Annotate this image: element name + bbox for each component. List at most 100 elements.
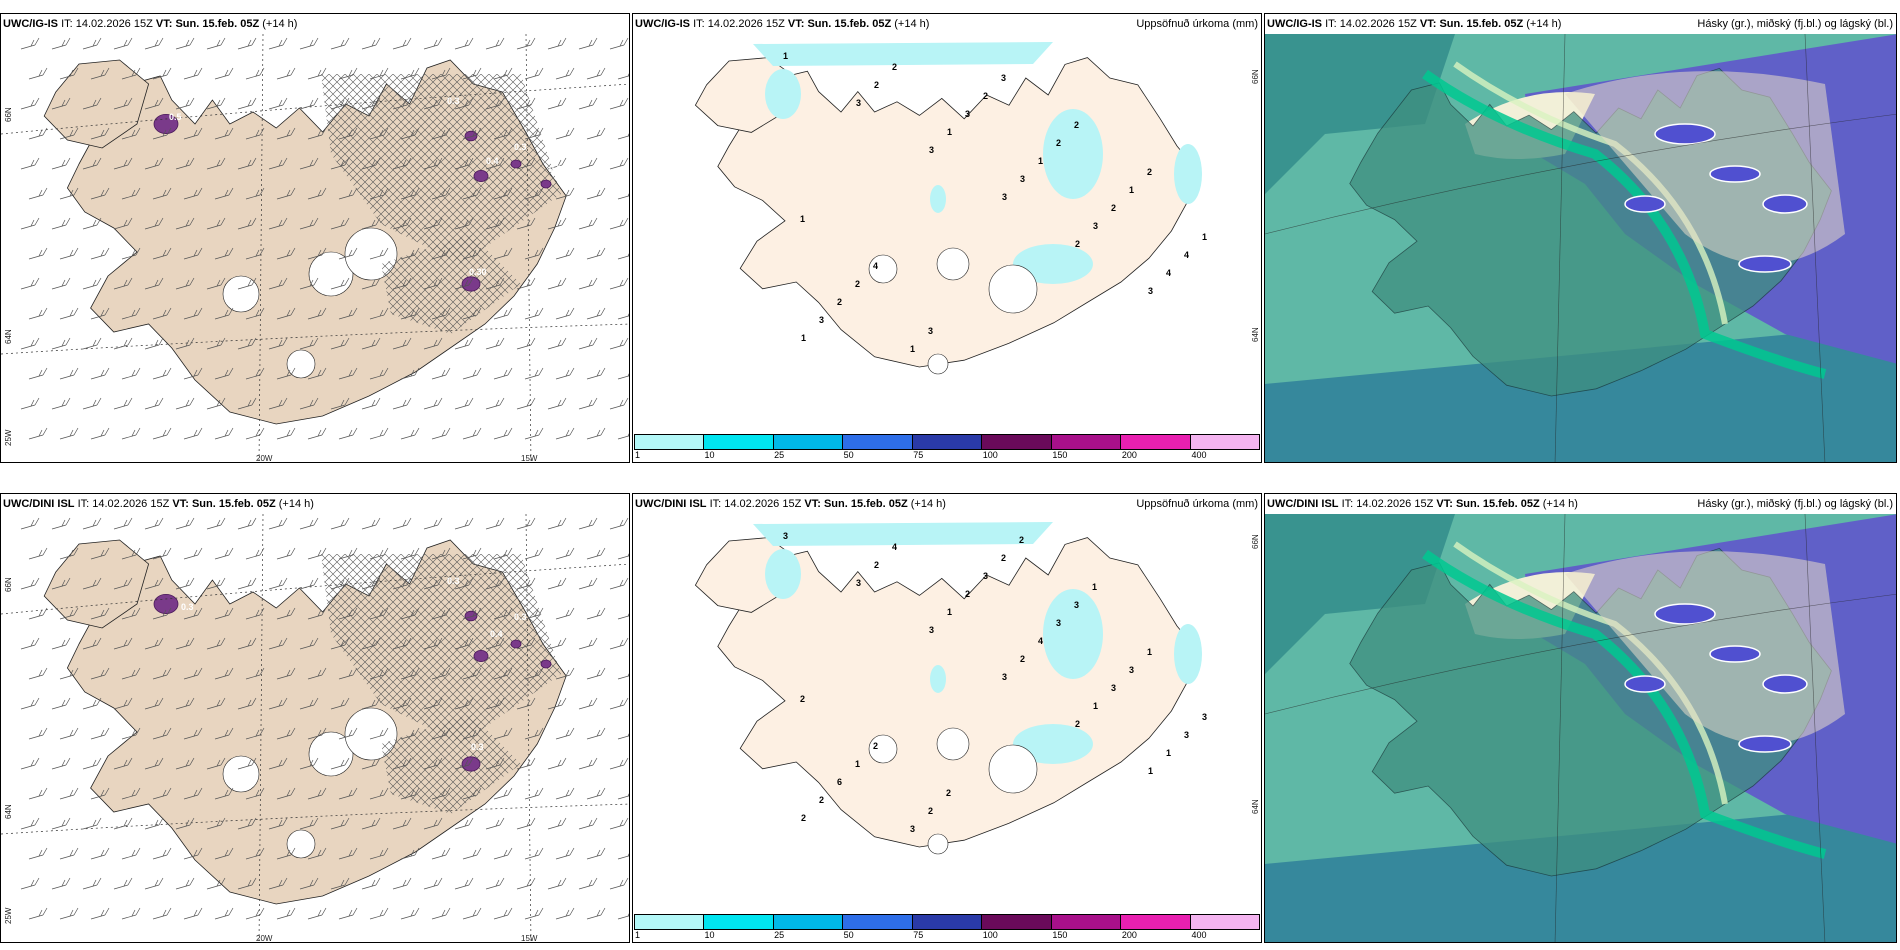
precip-value-label: 1 xyxy=(783,51,788,61)
colorbar-segment xyxy=(773,915,844,929)
panel-header: UWC/IG-IS IT: 14.02.2026 15Z VT: Sun. 15… xyxy=(633,14,1261,34)
wind-panel-row2: UWC/DINI ISL IT: 14.02.2026 15Z VT: Sun.… xyxy=(0,493,630,943)
cloud-panel-row1: UWC/IG-IS IT: 14.02.2026 15Z VT: Sun. 15… xyxy=(1264,13,1897,463)
precip-value-label: 4 xyxy=(1166,268,1171,278)
colorbar-tick-label: 10 xyxy=(704,930,715,940)
lat-label-66n: 66N xyxy=(1251,69,1260,84)
colorbar-segment xyxy=(1051,435,1122,449)
colorbar-bar xyxy=(634,914,1260,930)
precip-value-label: 1 xyxy=(1092,582,1097,592)
colorbar-tick-label: 200 xyxy=(1121,930,1137,940)
precip-value-label: 1 xyxy=(1202,232,1207,242)
precip-value-label: 1 xyxy=(800,214,805,224)
precip-value-label: 3 xyxy=(856,578,861,588)
colorbar-tick-label: 150 xyxy=(1052,930,1068,940)
precip-value-label: 2 xyxy=(819,795,824,805)
precip-value-label: 3 xyxy=(1111,683,1116,693)
precip-value-label: 1 xyxy=(1129,185,1134,195)
precip-value-label: 1 xyxy=(1038,156,1043,166)
panel-header: UWC/IG-IS IT: 14.02.2026 15Z VT: Sun. 15… xyxy=(1,14,629,34)
precip-value-label: 2 xyxy=(1056,138,1061,148)
precip-value-label: 2 xyxy=(800,694,805,704)
precip-value-label: 2 xyxy=(1019,535,1024,545)
colorbar-tick-label: 75 xyxy=(913,450,924,460)
precip-value-label: 2 xyxy=(1001,553,1006,563)
precip-value-label: 3 xyxy=(983,571,988,581)
colorbar-segment xyxy=(982,435,1052,449)
panel-title: Uppsöfnuð úrkoma (mm) xyxy=(1132,494,1258,514)
model-name: UWC/IG-IS xyxy=(1267,18,1322,30)
precip-value-label: 1 xyxy=(947,127,952,137)
precip-value-label: 1 xyxy=(910,344,915,354)
lat-label-66n: 66N xyxy=(4,107,13,122)
precip-value-label: 2 xyxy=(1075,719,1080,729)
colorbar-segment xyxy=(1121,435,1191,449)
vt-label: VT: xyxy=(1436,498,1453,510)
precip-value-label: 1 xyxy=(947,607,952,617)
colorbar-tick-label: 400 xyxy=(1191,930,1207,940)
precip-value-label: 3 xyxy=(1001,73,1006,83)
lat-label-64n: 64N xyxy=(1251,799,1260,814)
precip-value-label: 3 xyxy=(1002,672,1007,682)
precip-value-label: 2 xyxy=(1075,239,1080,249)
vt-value: Sun. 15.feb. 05Z xyxy=(1439,18,1524,30)
vt-label: VT: xyxy=(155,18,173,30)
precip-value-label: 3 xyxy=(1056,618,1061,628)
lead-time: (+14 h) xyxy=(262,18,298,30)
lat-label-66n: 66N xyxy=(1251,534,1260,549)
lead-time: (+14 h) xyxy=(1526,18,1562,30)
colorbar-tick-label: 400 xyxy=(1191,450,1207,460)
panel-header: UWC/DINI ISL IT: 14.02.2026 15Z VT: Sun.… xyxy=(1,494,629,514)
precip-value-label: 2 xyxy=(855,279,860,289)
vt-value: Sun. 15.feb. 05Z xyxy=(807,18,892,30)
precip-value-label: 3 xyxy=(910,824,915,834)
vt-value: Sun. 15.feb. 05Z xyxy=(1455,498,1540,510)
lat-label-66n: 66N xyxy=(4,577,13,592)
colorbar-tick-label: 50 xyxy=(843,930,854,940)
precip-label: 0.3 xyxy=(471,742,484,752)
precip-value-label: 1 xyxy=(1093,701,1098,711)
precip-map: 3 3 3 3 2 1 2 2 1 2 1 1 2 4 2 4 3 3 6 3 3 3 3 3 1 2 2 3 1 2 2 2 2 1 xyxy=(633,514,1261,914)
precip-value-label: 2 xyxy=(983,91,988,101)
lead-time: (+14 h) xyxy=(894,18,930,30)
precip-value-label: 2 xyxy=(837,297,842,307)
panel-header: UWC/DINI ISL IT: 14.02.2026 15Z VT: Sun.… xyxy=(633,494,1261,514)
colorbar-segment xyxy=(1051,915,1122,929)
precip-value-label: 2 xyxy=(928,806,933,816)
panel-title: Hásky (gr.), miðský (fj.bl.) og lágský (… xyxy=(1693,14,1893,34)
precip-value-label: 1 xyxy=(801,333,806,343)
precip-value-label: 3 xyxy=(1202,712,1207,722)
colorbar-segment xyxy=(912,435,983,449)
precip-colorbar: 1 10 25 50 75 100 150 200 400 xyxy=(633,432,1261,462)
colorbar-segment xyxy=(1190,435,1259,449)
colorbar-segment xyxy=(773,435,844,449)
colorbar-segment xyxy=(1190,915,1259,929)
vt-label: VT: xyxy=(1419,18,1437,30)
lat-label-64n: 64N xyxy=(4,804,13,819)
precip-value-label: 4 xyxy=(1038,636,1043,646)
precip-value-label: 2 xyxy=(1074,120,1079,130)
precip-value-label: 3 xyxy=(1148,286,1153,296)
precip-value-label: 3 xyxy=(965,109,970,119)
wind-map xyxy=(1,34,629,462)
precip-value-label: 1 xyxy=(1148,766,1153,776)
colorbar-segment xyxy=(704,435,774,449)
lead-time: (+14 h) xyxy=(910,498,946,510)
colorbar-tick-label: 100 xyxy=(982,450,998,460)
wind-panel-row1: UWC/IG-IS IT: 14.02.2026 15Z VT: Sun. 15… xyxy=(0,13,630,463)
colorbar-segment xyxy=(635,435,705,449)
lat-label-64n: 64N xyxy=(4,329,13,344)
colorbar-segment xyxy=(843,435,913,449)
model-name: UWC/DINI ISL xyxy=(635,498,707,510)
precip-value-label: 2 xyxy=(965,589,970,599)
precip-value-label: 2 xyxy=(801,813,806,823)
colorbar-segment xyxy=(912,915,983,929)
precip-map: 1 3 3 3 2 3 1 2 1 3 3 4 3 2 3 1 2 4 2 1 2 2 1 1 2 3 3 2 2 1 4 xyxy=(633,34,1261,434)
vt-label: VT: xyxy=(172,498,189,510)
vt-label: VT: xyxy=(787,18,805,30)
lat-label-25w: 25W xyxy=(4,429,13,446)
precip-label: 0.3 xyxy=(514,142,527,152)
precip-value-label: 3 xyxy=(1002,192,1007,202)
precip-value-label: 3 xyxy=(783,531,788,541)
colorbar-segment xyxy=(982,915,1052,929)
